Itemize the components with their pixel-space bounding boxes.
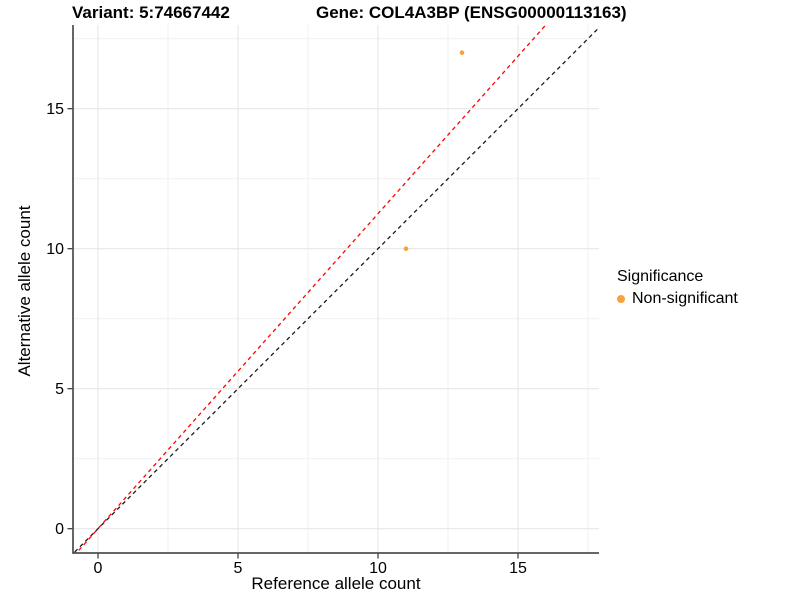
observed-ratio-line <box>75 25 547 553</box>
data-point[interactable] <box>459 50 465 55</box>
y-axis-title: Alternative allele count <box>15 205 34 377</box>
x-tick-label: 0 <box>94 560 103 577</box>
data-point[interactable] <box>403 246 409 251</box>
legend-point-icon <box>617 295 625 303</box>
legend-title: Significance <box>617 268 704 285</box>
plot-title-variant: Variant: 5:74667442 <box>72 3 230 22</box>
y-tick-label: 15 <box>46 101 64 118</box>
x-axis-title: Reference allele count <box>251 574 421 593</box>
y-tick-label: 0 <box>55 521 64 538</box>
legend-item: Non-significant <box>617 290 738 308</box>
legend-item-label: Non-significant <box>632 290 738 307</box>
identity-line <box>73 26 599 553</box>
x-tick-label: 10 <box>369 560 387 577</box>
y-tick-label: 10 <box>46 241 64 258</box>
plot-title-gene: Gene: COL4A3BP (ENSG00000113163) <box>316 3 627 22</box>
x-tick-label: 5 <box>234 560 243 577</box>
x-tick-label: 15 <box>509 560 527 577</box>
legend: Significance Non-significant <box>617 268 738 308</box>
y-tick-label: 5 <box>55 381 64 398</box>
legend-items: Non-significant <box>617 290 738 308</box>
